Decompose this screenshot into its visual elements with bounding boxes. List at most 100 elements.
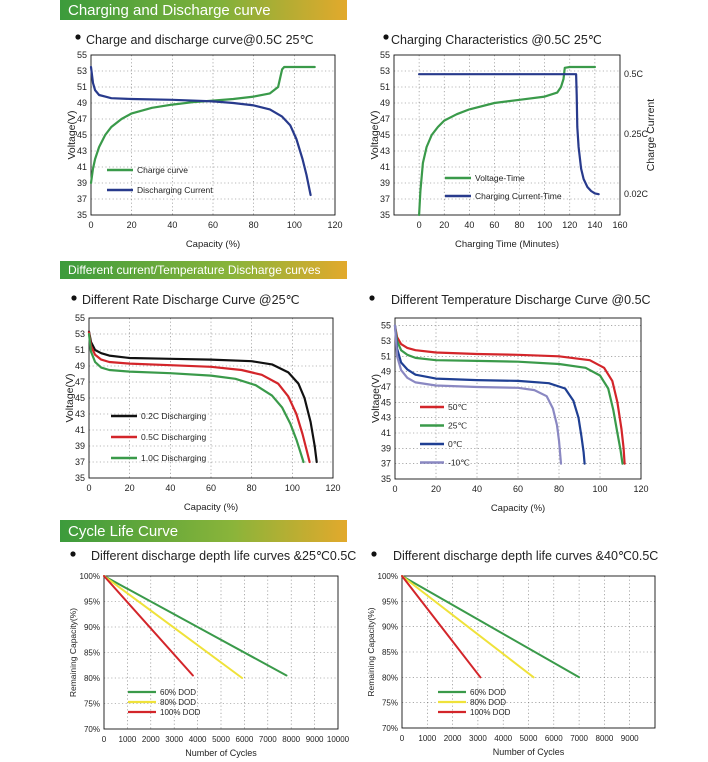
y-tick-label: 53 — [75, 329, 85, 339]
x-tick-label: 20 — [127, 220, 137, 230]
x-tick-label: 40 — [472, 484, 482, 494]
series-line-1 — [89, 65, 316, 185]
y2-tick-label: 0.02C — [624, 189, 649, 199]
y-tick-label: 43 — [77, 146, 87, 156]
chart-title: Different discharge depth life curves &4… — [393, 549, 658, 563]
x-tick-label: 80 — [554, 484, 564, 494]
y-tick-label: 55 — [75, 313, 85, 323]
series-line-2 — [393, 324, 624, 465]
x-tick-label: 9000 — [621, 734, 639, 743]
y-tick-label: 45 — [77, 130, 87, 140]
y-tick-label: 53 — [381, 336, 391, 346]
section-banner-cycle-life: Cycle Life Curve — [60, 520, 347, 542]
chart-title: Charge and discharge curve@0.5C 25℃ — [86, 33, 314, 47]
x-tick-label: 1000 — [119, 735, 137, 744]
plot-frame — [88, 317, 334, 479]
legend-label: Voltage-Time — [475, 173, 525, 183]
x-tick-label: 0 — [417, 220, 422, 230]
x-tick-label: 2000 — [142, 735, 160, 744]
series-line-3 — [87, 332, 305, 464]
x-tick-label: 0 — [400, 734, 405, 743]
x-tick-label: 40 — [167, 220, 177, 230]
y-tick-label: 43 — [75, 409, 85, 419]
y-tick-label: 51 — [381, 351, 391, 361]
y-tick-label: 95% — [84, 598, 100, 607]
legend-label: 100% DOD — [160, 708, 201, 717]
x-tick-label: 8000 — [282, 735, 300, 744]
y-tick-label: 47 — [75, 377, 85, 387]
series-line-2 — [418, 73, 600, 196]
y-tick-label: 37 — [380, 194, 390, 204]
x-axis-label: Capacity (%) — [184, 502, 238, 513]
x-tick-label: 2000 — [444, 734, 462, 743]
title-bullet-icon — [369, 295, 375, 301]
plot-frame — [103, 575, 339, 730]
legend-label: 25℃ — [448, 421, 467, 431]
x-tick-label: 60 — [489, 220, 499, 230]
y-axis-label: Remaining Capacity(%) — [366, 607, 376, 696]
title-bullet-icon — [383, 34, 389, 40]
legend-label: Discharging Current — [137, 185, 213, 195]
y-tick-label: 41 — [381, 428, 391, 438]
y-tick-label: 39 — [77, 178, 87, 188]
title-bullet-icon — [70, 551, 76, 557]
chart-6: Different discharge depth life curves &4… — [366, 549, 658, 757]
legend-label: Charge curve — [137, 165, 188, 175]
y-tick-label: 49 — [380, 98, 390, 108]
y-tick-label: 55 — [380, 50, 390, 60]
chart-title: Different Temperature Discharge Curve @0… — [391, 293, 651, 307]
chart-1: Charge and discharge curve@0.5C 25℃ 35 37 3… — [66, 33, 343, 250]
y-tick-label: 49 — [77, 98, 87, 108]
x-tick-label: 100 — [592, 484, 607, 494]
x-tick-label: 0 — [392, 484, 397, 494]
x-tick-label: 0 — [88, 220, 93, 230]
x-axis-label: Capacity (%) — [186, 239, 240, 250]
plot-frame — [393, 54, 621, 216]
y-tick-label: 53 — [380, 66, 390, 76]
section-banner-charging: Charging and Discharge curve — [60, 0, 347, 20]
section-banner-discharge: Different current/Temperature Discharge … — [60, 261, 347, 279]
chart-title: Charging Characteristics @0.5C 25℃ — [391, 33, 602, 47]
y-tick-label: 37 — [77, 194, 87, 204]
x-tick-label: 80 — [247, 483, 257, 493]
legend-label: -10℃ — [448, 458, 470, 468]
y-tick-label: 39 — [75, 441, 85, 451]
x-tick-label: 10000 — [327, 735, 350, 744]
x-tick-label: 6000 — [545, 734, 563, 743]
x-tick-label: 100 — [537, 220, 552, 230]
x-tick-label: 4000 — [189, 735, 207, 744]
x-tick-label: 7000 — [570, 734, 588, 743]
x-axis-label: Charging Time (Minutes) — [455, 239, 559, 250]
legend-label: 60% DOD — [160, 688, 196, 697]
legend-label: 60% DOD — [470, 688, 506, 697]
series-line-1 — [103, 575, 288, 677]
y-tick-label: 70% — [84, 725, 100, 734]
chart-5: Different discharge depth life curves &2… — [68, 549, 356, 758]
series-line-3 — [393, 324, 586, 465]
y-tick-label: 51 — [75, 345, 85, 355]
series-line-3 — [103, 575, 194, 677]
legend-label: 50℃ — [448, 402, 467, 412]
y-tick-label: 55 — [77, 50, 87, 60]
x-tick-label: 0 — [86, 483, 91, 493]
plot-frame — [401, 575, 656, 729]
x-tick-label: 8000 — [596, 734, 614, 743]
y-tick-label: 90% — [84, 623, 100, 632]
y-axis-label: Remaining Capacity(%) — [68, 608, 78, 697]
x-tick-label: 80 — [249, 220, 259, 230]
y-tick-label: 95% — [382, 597, 398, 606]
x-tick-label: 160 — [612, 220, 627, 230]
plot-frame — [90, 54, 336, 216]
series-line-3 — [401, 575, 482, 679]
series-line-2 — [89, 65, 312, 197]
series-line-4 — [393, 324, 563, 465]
y2-tick-label: 0.25C — [624, 129, 649, 139]
x-tick-label: 20 — [125, 483, 135, 493]
title-bullet-icon — [371, 551, 377, 557]
x-tick-label: 9000 — [306, 735, 324, 744]
x-tick-label: 5000 — [520, 734, 538, 743]
y-tick-label: 41 — [75, 425, 85, 435]
x-tick-label: 100 — [287, 220, 302, 230]
y-tick-label: 75% — [382, 699, 398, 708]
legend-label: 100% DOD — [470, 708, 511, 717]
